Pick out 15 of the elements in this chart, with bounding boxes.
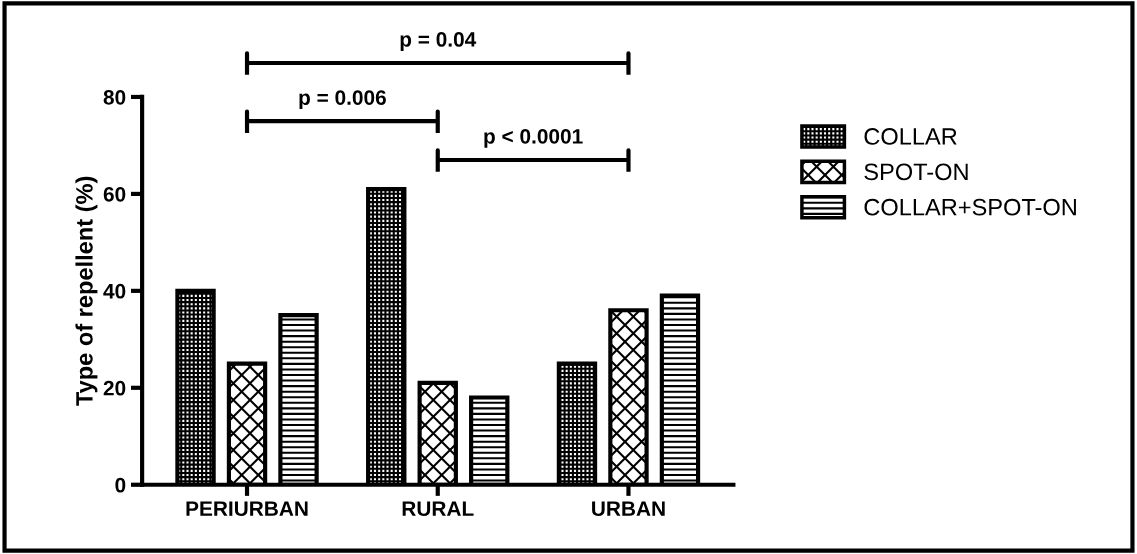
x-tick-label: URBAN xyxy=(592,501,665,517)
y-tick-label: 80 xyxy=(103,89,126,105)
y-tick-label: 60 xyxy=(103,186,126,202)
y-tick-label: 0 xyxy=(115,477,126,493)
legend-label: SPOT-ON xyxy=(864,163,968,181)
x-tick-label: RURAL xyxy=(402,501,474,517)
legend-label: COLLAR xyxy=(864,128,957,145)
annotation: p = 0.006 xyxy=(299,90,386,110)
y-tick-label: 20 xyxy=(103,380,126,396)
legend-label: COLLAR+SPOT-ON xyxy=(864,198,1076,216)
annotation: p < 0.0001 xyxy=(484,128,583,148)
y-axis-title: Type of repellent (%) xyxy=(75,176,98,406)
y-tick-label: 40 xyxy=(103,283,126,299)
text: p = 0.04 xyxy=(400,32,477,51)
x-tick-label: PERIURBAN xyxy=(186,501,308,517)
